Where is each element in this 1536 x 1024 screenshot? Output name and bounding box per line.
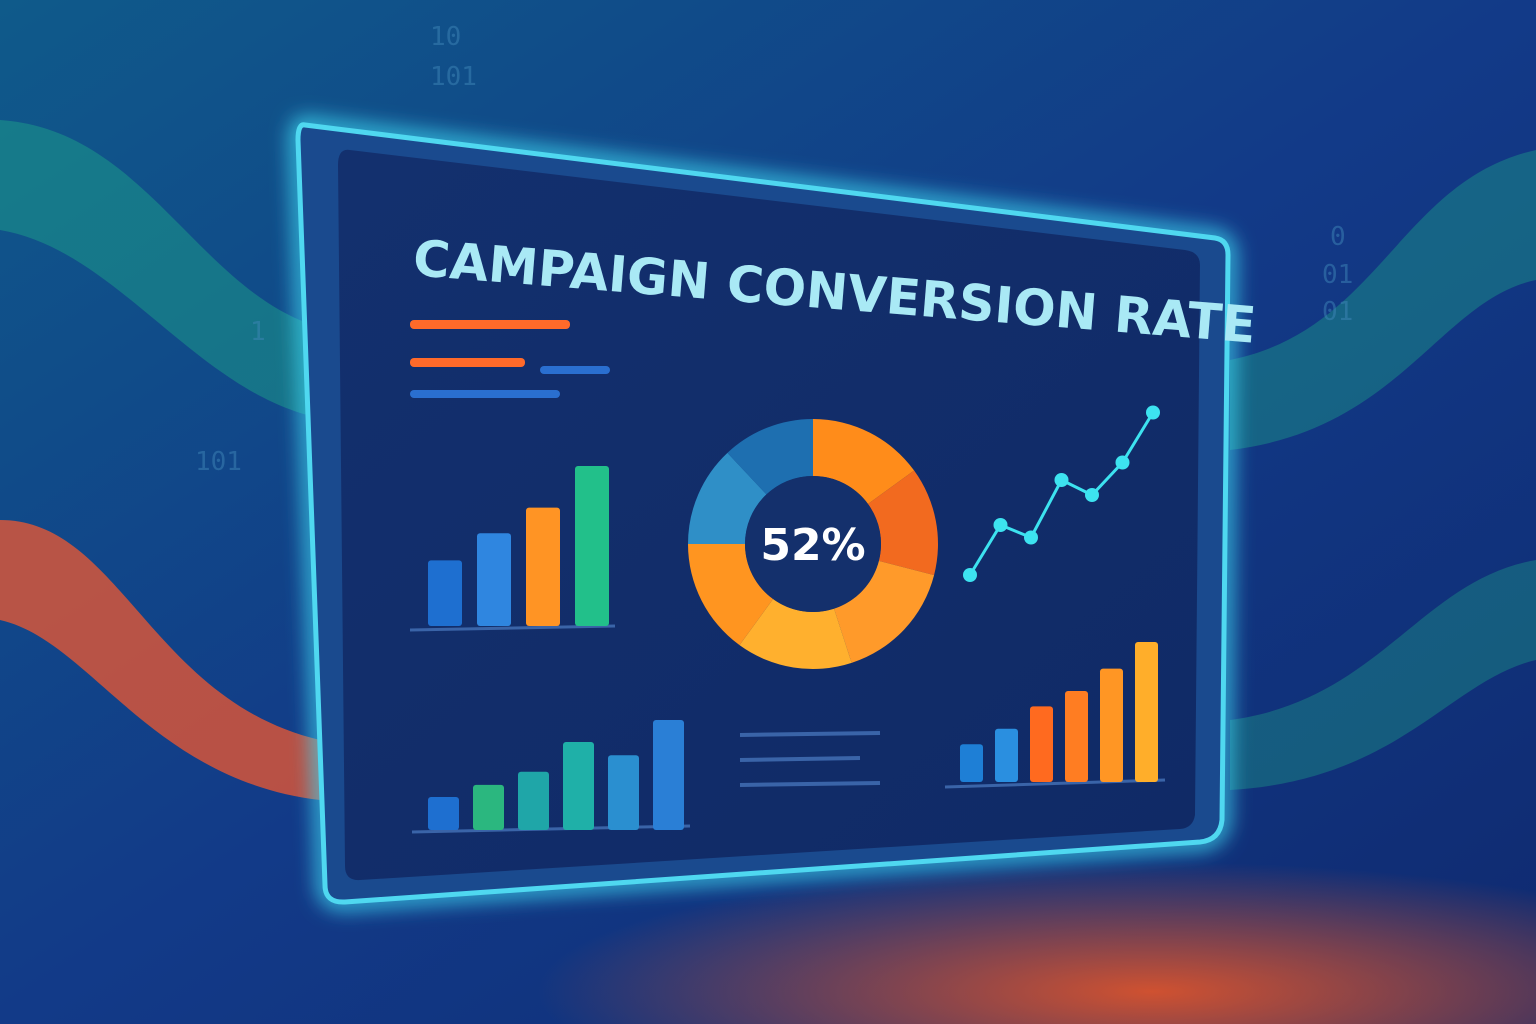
axis-line xyxy=(409,624,616,632)
bar xyxy=(563,742,594,830)
donut-segment xyxy=(688,544,774,646)
trend-point xyxy=(1146,405,1160,420)
bar xyxy=(518,771,549,830)
bar xyxy=(1065,691,1088,782)
bar xyxy=(575,466,609,626)
bar xyxy=(1100,668,1123,782)
trend-point xyxy=(1054,473,1069,487)
binary-digit: 101 xyxy=(195,447,242,477)
donut-hole xyxy=(745,476,881,612)
bar xyxy=(477,533,511,626)
trend-point xyxy=(1024,530,1038,545)
binary-digit: 1 xyxy=(250,317,266,347)
text-line xyxy=(739,781,881,787)
donut-segment xyxy=(834,560,935,663)
axis-line xyxy=(944,778,1166,789)
charts: 52% xyxy=(428,405,1160,830)
bar xyxy=(960,744,983,782)
bar xyxy=(526,507,560,626)
binary-digit: 10 xyxy=(430,22,461,52)
binary-digit: 101 xyxy=(430,62,477,92)
axis-line xyxy=(411,824,691,834)
text-line xyxy=(739,756,861,762)
wave xyxy=(0,120,330,420)
bar xyxy=(428,797,459,830)
bar xyxy=(608,755,639,830)
donut-segment xyxy=(739,599,852,669)
bar xyxy=(653,720,684,830)
bar xyxy=(473,784,504,830)
bar xyxy=(1135,642,1158,782)
trend-point xyxy=(1085,488,1099,502)
donut-segment xyxy=(727,419,813,495)
header-line xyxy=(410,390,560,398)
trend-point xyxy=(963,568,977,582)
bar xyxy=(995,728,1018,782)
donut-segment xyxy=(813,419,915,505)
binary-digit: 0 xyxy=(1330,222,1346,252)
bar xyxy=(1030,706,1053,782)
binary-digit: 01 xyxy=(1322,260,1353,290)
header-line xyxy=(540,366,610,374)
trend-point xyxy=(993,518,1008,532)
text-line xyxy=(739,731,881,737)
wave xyxy=(1230,150,1536,450)
donut-segment xyxy=(868,470,939,576)
binary-digit: 01 xyxy=(1322,297,1353,327)
header-line xyxy=(410,320,570,329)
trend-point xyxy=(1115,455,1130,470)
donut-label: 52% xyxy=(760,520,865,571)
header-line xyxy=(410,358,525,367)
bar xyxy=(428,560,462,626)
donut-segment xyxy=(688,452,767,544)
